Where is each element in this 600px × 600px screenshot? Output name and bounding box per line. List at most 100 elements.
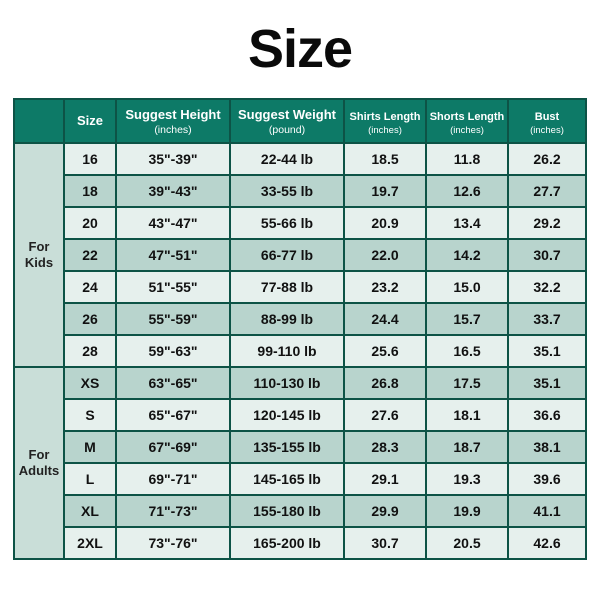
cell-height: 59"-63" bbox=[116, 335, 230, 367]
cell-weight: 22-44 lb bbox=[230, 143, 344, 175]
cell-shorts: 17.5 bbox=[426, 367, 508, 399]
cell-height: 67"-69" bbox=[116, 431, 230, 463]
cell-shorts: 11.8 bbox=[426, 143, 508, 175]
cell-size: 22 bbox=[64, 239, 116, 271]
cell-bust: 33.7 bbox=[508, 303, 586, 335]
table-row: ForAdultsXS63"-65"110-130 lb26.817.535.1 bbox=[14, 367, 586, 399]
col-header-sublabel: (inches) bbox=[117, 124, 229, 136]
cell-weight: 33-55 lb bbox=[230, 175, 344, 207]
col-header-group bbox=[14, 99, 64, 143]
table-row: 2655"-59"88-99 lb24.415.733.7 bbox=[14, 303, 586, 335]
cell-height: 47"-51" bbox=[116, 239, 230, 271]
cell-size: 16 bbox=[64, 143, 116, 175]
cell-shirts: 24.4 bbox=[344, 303, 426, 335]
cell-shirts: 19.7 bbox=[344, 175, 426, 207]
cell-shorts: 19.9 bbox=[426, 495, 508, 527]
cell-height: 71"-73" bbox=[116, 495, 230, 527]
cell-size: 20 bbox=[64, 207, 116, 239]
cell-shorts: 18.1 bbox=[426, 399, 508, 431]
col-header-bust: Bust (inches) bbox=[508, 99, 586, 143]
col-header-sublabel: (inches) bbox=[509, 125, 585, 136]
table-row: 2859"-63"99-110 lb25.616.535.1 bbox=[14, 335, 586, 367]
cell-shorts: 15.7 bbox=[426, 303, 508, 335]
group-label: ForAdults bbox=[14, 367, 64, 559]
cell-shirts: 29.1 bbox=[344, 463, 426, 495]
cell-bust: 29.2 bbox=[508, 207, 586, 239]
cell-bust: 42.6 bbox=[508, 527, 586, 559]
table-row: ForKids1635"-39"22-44 lb18.511.826.2 bbox=[14, 143, 586, 175]
cell-size: 26 bbox=[64, 303, 116, 335]
size-chart-page: Size Size Suggest Height (inches) Suggest W… bbox=[0, 0, 600, 600]
size-table: Size Suggest Height (inches) Suggest Weight… bbox=[13, 98, 587, 560]
table-header: Size Suggest Height (inches) Suggest Weight… bbox=[14, 99, 586, 143]
cell-shirts: 30.7 bbox=[344, 527, 426, 559]
cell-bust: 30.7 bbox=[508, 239, 586, 271]
cell-weight: 135-155 lb bbox=[230, 431, 344, 463]
col-header-sublabel: (inches) bbox=[427, 125, 507, 136]
cell-bust: 32.2 bbox=[508, 271, 586, 303]
cell-height: 43"-47" bbox=[116, 207, 230, 239]
table-body: ForKids1635"-39"22-44 lb18.511.826.21839… bbox=[14, 143, 586, 559]
col-header-shorts: Shorts Length (inches) bbox=[426, 99, 508, 143]
cell-shirts: 29.9 bbox=[344, 495, 426, 527]
table-row: 1839"-43"33-55 lb19.712.627.7 bbox=[14, 175, 586, 207]
table-row: XL71"-73"155-180 lb29.919.941.1 bbox=[14, 495, 586, 527]
cell-shorts: 16.5 bbox=[426, 335, 508, 367]
cell-bust: 27.7 bbox=[508, 175, 586, 207]
cell-bust: 26.2 bbox=[508, 143, 586, 175]
cell-bust: 39.6 bbox=[508, 463, 586, 495]
cell-size: XS bbox=[64, 367, 116, 399]
col-header-label: Shorts Length bbox=[430, 111, 505, 123]
cell-size: S bbox=[64, 399, 116, 431]
cell-shirts: 20.9 bbox=[344, 207, 426, 239]
cell-height: 63"-65" bbox=[116, 367, 230, 399]
cell-shorts: 18.7 bbox=[426, 431, 508, 463]
cell-size: 28 bbox=[64, 335, 116, 367]
col-header-label: Bust bbox=[535, 111, 559, 123]
cell-height: 65"-67" bbox=[116, 399, 230, 431]
cell-height: 35"-39" bbox=[116, 143, 230, 175]
cell-size: 2XL bbox=[64, 527, 116, 559]
cell-size: M bbox=[64, 431, 116, 463]
cell-weight: 165-200 lb bbox=[230, 527, 344, 559]
cell-shirts: 26.8 bbox=[344, 367, 426, 399]
cell-shorts: 12.6 bbox=[426, 175, 508, 207]
cell-weight: 110-130 lb bbox=[230, 367, 344, 399]
table-row: M67"-69"135-155 lb28.318.738.1 bbox=[14, 431, 586, 463]
cell-weight: 88-99 lb bbox=[230, 303, 344, 335]
cell-weight: 55-66 lb bbox=[230, 207, 344, 239]
cell-bust: 35.1 bbox=[508, 335, 586, 367]
cell-weight: 99-110 lb bbox=[230, 335, 344, 367]
cell-bust: 36.6 bbox=[508, 399, 586, 431]
table-row: 2247"-51"66-77 lb22.014.230.7 bbox=[14, 239, 586, 271]
col-header-label: Suggest Height bbox=[125, 107, 220, 122]
table-row: 2XL73"-76"165-200 lb30.720.542.6 bbox=[14, 527, 586, 559]
page-title: Size bbox=[248, 18, 352, 80]
cell-size: L bbox=[64, 463, 116, 495]
table-row: 2043"-47"55-66 lb20.913.429.2 bbox=[14, 207, 586, 239]
col-header-sublabel: (pound) bbox=[231, 124, 343, 136]
cell-height: 73"-76" bbox=[116, 527, 230, 559]
table-row: L69"-71"145-165 lb29.119.339.6 bbox=[14, 463, 586, 495]
cell-shirts: 22.0 bbox=[344, 239, 426, 271]
col-header-height: Suggest Height (inches) bbox=[116, 99, 230, 143]
cell-shirts: 28.3 bbox=[344, 431, 426, 463]
col-header-size: Size bbox=[64, 99, 116, 143]
col-header-label: Shirts Length bbox=[350, 111, 421, 123]
cell-weight: 66-77 lb bbox=[230, 239, 344, 271]
cell-shirts: 18.5 bbox=[344, 143, 426, 175]
cell-shorts: 15.0 bbox=[426, 271, 508, 303]
cell-weight: 77-88 lb bbox=[230, 271, 344, 303]
cell-bust: 41.1 bbox=[508, 495, 586, 527]
col-header-label: Suggest Weight bbox=[238, 107, 336, 122]
cell-weight: 155-180 lb bbox=[230, 495, 344, 527]
cell-weight: 145-165 lb bbox=[230, 463, 344, 495]
cell-shorts: 14.2 bbox=[426, 239, 508, 271]
cell-bust: 35.1 bbox=[508, 367, 586, 399]
col-header-shirts: Shirts Length(inches) bbox=[344, 99, 426, 143]
cell-size: XL bbox=[64, 495, 116, 527]
cell-shorts: 13.4 bbox=[426, 207, 508, 239]
group-label: ForKids bbox=[14, 143, 64, 367]
col-header-label: Size bbox=[77, 113, 103, 128]
table-row: 2451"-55"77-88 lb23.215.032.2 bbox=[14, 271, 586, 303]
